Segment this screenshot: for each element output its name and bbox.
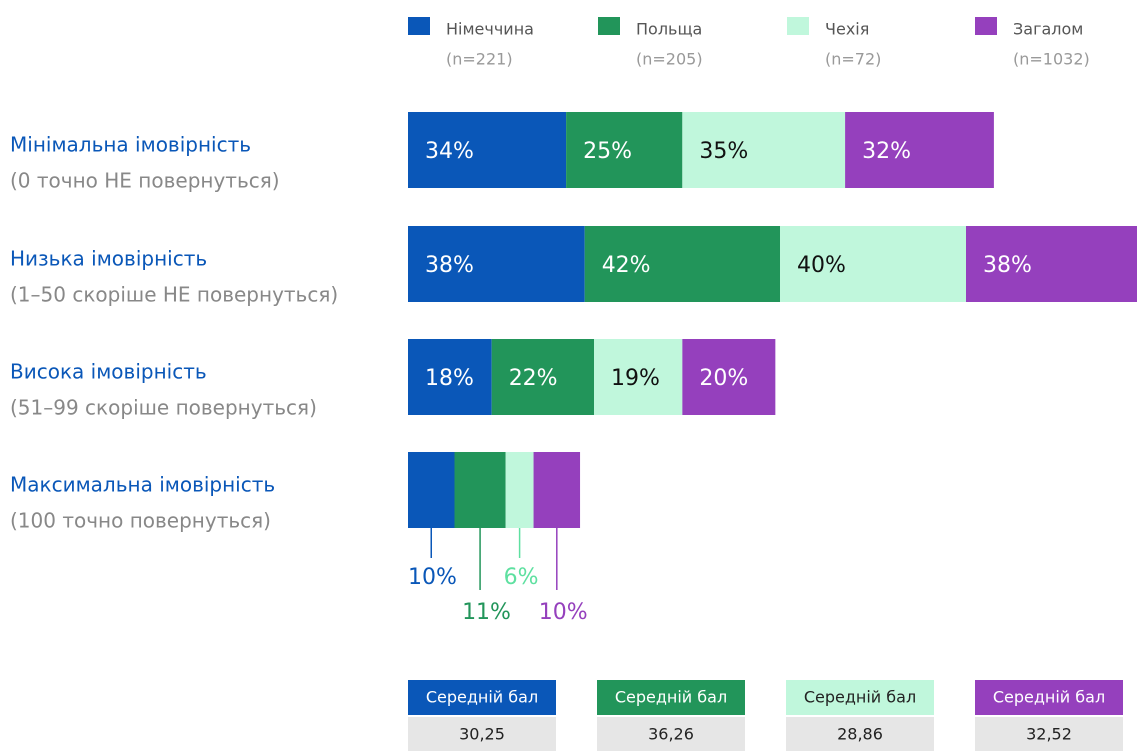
average-cell (786, 717, 934, 751)
category-label: Низька імовірність (10, 247, 207, 271)
bar-segment (408, 339, 492, 415)
average-title: Середній бал (615, 688, 727, 707)
average-title: Середній бал (993, 688, 1105, 707)
bar-segment (566, 112, 683, 188)
legend-sample: (n=72) (825, 50, 881, 69)
legend-sample: (n=221) (446, 50, 513, 69)
average-cell (975, 717, 1123, 751)
value-label: 10% (408, 565, 457, 590)
category-label: Максимальна імовірність (10, 473, 275, 497)
bar-segment (491, 339, 594, 415)
bar-segment (454, 452, 506, 528)
legend-swatch (408, 17, 430, 35)
legend-swatch (975, 17, 997, 35)
bar-segment (966, 226, 1137, 302)
average-header (597, 680, 745, 715)
value-label: 25% (583, 139, 632, 164)
bar-segment (584, 226, 780, 302)
category-label: Висока імовірність (10, 360, 207, 384)
average-value: 28,86 (837, 725, 883, 744)
average-value: 36,26 (648, 725, 694, 744)
average-cell (408, 717, 556, 751)
legend-swatch (598, 17, 620, 35)
average-header (975, 680, 1123, 715)
value-label: 18% (425, 366, 474, 391)
value-label: 32% (862, 139, 911, 164)
value-label: 20% (699, 366, 748, 391)
average-value: 32,52 (1026, 725, 1072, 744)
category-note: (100 точно повернуться) (10, 509, 271, 533)
bar-segment (682, 112, 846, 188)
average-title: Середній бал (804, 688, 916, 707)
value-label: 6% (504, 565, 539, 590)
value-label: 38% (983, 253, 1032, 278)
legend-label: Загалом (1013, 20, 1083, 39)
bar-segment (845, 112, 994, 188)
value-label: 38% (425, 253, 474, 278)
value-label: 35% (699, 139, 748, 164)
value-label: 22% (509, 366, 558, 391)
average-header (408, 680, 556, 715)
bar-segment (682, 339, 776, 415)
legend-sample: (n=205) (636, 50, 703, 69)
bar-segment (533, 452, 581, 528)
category-note: (0 точно НЕ повернуться) (10, 169, 280, 193)
category-note: (1–50 скоріше НЕ повернуться) (10, 283, 338, 307)
value-label: 11% (462, 600, 511, 625)
average-header (786, 680, 934, 715)
value-label: 42% (602, 253, 651, 278)
bar-segment (780, 226, 966, 302)
legend-sample: (n=1032) (1013, 50, 1090, 69)
legend-label: Польща (636, 20, 702, 39)
bar-segment (408, 226, 585, 302)
average-title: Середній бал (426, 688, 538, 707)
category-label: Мінімальна імовірність (10, 133, 251, 157)
value-label: 34% (425, 139, 474, 164)
value-label: 10% (539, 600, 588, 625)
value-label: 19% (611, 366, 660, 391)
bar-segment (408, 112, 567, 188)
legend-label: Німеччина (446, 20, 534, 39)
average-value: 30,25 (459, 725, 505, 744)
bar-segment (408, 452, 455, 528)
value-label: 40% (797, 253, 846, 278)
category-note: (51–99 скоріше повернуться) (10, 396, 317, 420)
bar-segment (594, 339, 683, 415)
legend-label: Чехія (825, 20, 869, 39)
average-cell (597, 717, 745, 751)
legend-swatch (787, 17, 809, 35)
bar-segment (505, 452, 534, 528)
